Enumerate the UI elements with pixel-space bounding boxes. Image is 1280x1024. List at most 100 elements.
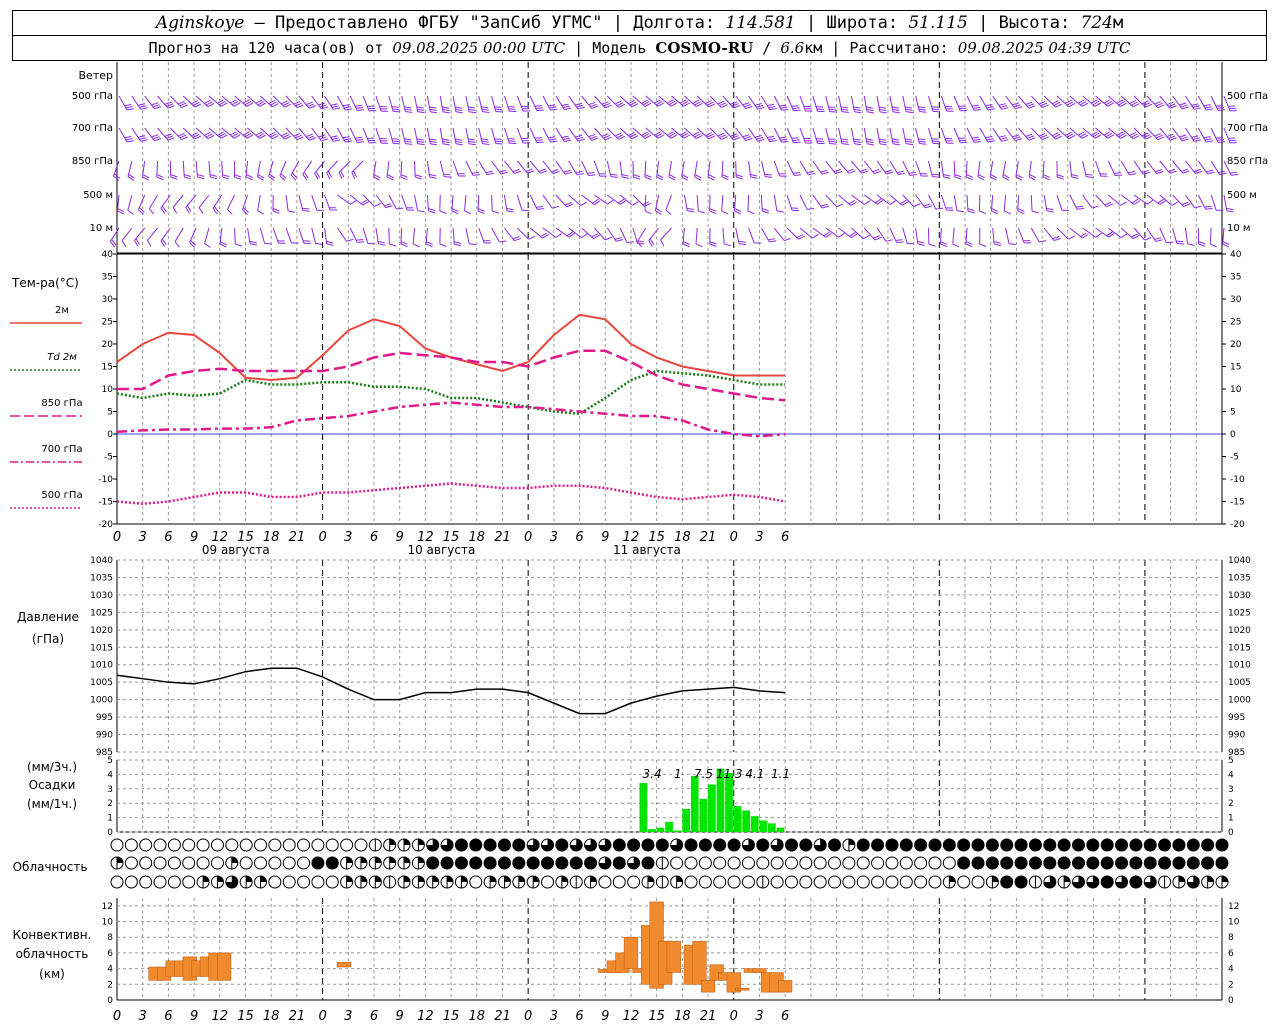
precip-bar xyxy=(673,830,682,832)
wind-barb xyxy=(324,95,341,110)
pressure-ytick-label-right: 1040 xyxy=(1228,556,1251,566)
wind-barb xyxy=(208,95,228,107)
cloud-cover-symbol xyxy=(684,838,698,852)
wind-barb xyxy=(648,227,660,247)
wind-barb xyxy=(337,194,357,205)
cloud-cover-symbol xyxy=(727,875,741,889)
cloud-cover-symbol xyxy=(985,856,999,870)
wind-barb xyxy=(1056,160,1064,180)
temp-series-line xyxy=(116,401,786,438)
wind-barb xyxy=(825,227,845,238)
wind-barb xyxy=(464,194,472,215)
wind-barb xyxy=(451,194,459,215)
precip-bar xyxy=(733,806,742,832)
cloud-cover-symbol xyxy=(1129,856,1143,870)
wind-barb xyxy=(1133,95,1153,108)
wind-barb xyxy=(542,194,560,209)
wind-barb xyxy=(671,127,691,139)
wind-barb xyxy=(439,227,447,248)
cloud-cover-symbol xyxy=(971,838,985,852)
wind-barb xyxy=(372,160,381,181)
wind-barb xyxy=(414,194,425,213)
temp-ytick-label: -5 xyxy=(104,453,113,463)
cloud-cover-symbol xyxy=(957,856,971,870)
wind-barb xyxy=(671,95,691,107)
wind-barb xyxy=(1082,227,1102,238)
wind-barb xyxy=(927,227,936,247)
cloud-cover-symbol xyxy=(942,838,956,852)
wind-barb xyxy=(940,194,954,211)
wind-barb xyxy=(850,95,862,114)
wind-barb xyxy=(684,95,703,108)
wind-barb xyxy=(1120,95,1140,108)
wind-barb xyxy=(516,227,536,240)
cloud-cover-symbol xyxy=(1028,838,1042,852)
wind-barb xyxy=(324,194,338,211)
wind-barb xyxy=(1222,227,1230,248)
temp-xtick-label: 6 xyxy=(575,530,583,545)
wind-barb xyxy=(146,227,158,247)
cloud-cover-symbol xyxy=(942,875,956,889)
cloud-cover-symbol xyxy=(153,856,167,870)
precip-bar xyxy=(648,829,656,832)
cloud-cover-symbol xyxy=(454,838,468,852)
wind-barb xyxy=(1082,95,1102,107)
wind-barb xyxy=(1223,194,1234,213)
cloud-cover-symbol xyxy=(1215,875,1229,889)
wind-barb xyxy=(1133,194,1154,205)
wind-barb xyxy=(990,194,999,215)
temp-xtick-label: 12 xyxy=(623,530,640,545)
temp-xtick-label: 9 xyxy=(396,530,404,545)
wind-barb xyxy=(965,160,974,181)
precip-bar xyxy=(699,798,708,832)
wind-barb xyxy=(760,160,773,178)
wind-barb xyxy=(632,194,651,207)
cloud-cover-symbol xyxy=(871,875,885,889)
cloud-cover-symbol xyxy=(254,875,268,889)
conv-ytick-label: 12 xyxy=(102,902,113,912)
wind-barb xyxy=(568,95,585,110)
wind-barb xyxy=(876,194,897,205)
wind-barb xyxy=(915,95,927,113)
conv-xtick-label: 9 xyxy=(190,1009,198,1024)
precip-ytick-label-right: 5 xyxy=(1228,756,1234,766)
temp-xtick-label: 18 xyxy=(263,530,280,545)
cloud-cover-symbol xyxy=(210,838,224,852)
conv-xtick-label: 6 xyxy=(370,1009,378,1024)
cloud-cover-symbol xyxy=(598,856,612,870)
cloud-cover-symbol xyxy=(1043,838,1057,852)
cloud-cover-symbol xyxy=(383,875,397,889)
cloud-cover-symbol xyxy=(641,875,655,889)
pressure-title: Давление xyxy=(17,610,79,624)
cloud-cover-symbol xyxy=(225,856,239,870)
cloud-cover-symbol xyxy=(512,875,526,889)
cloud-cover-symbol xyxy=(842,856,856,870)
temp-ytick-label: 30 xyxy=(102,295,114,305)
wind-barb xyxy=(349,227,365,243)
temp-xtick-label: 3 xyxy=(755,530,763,545)
temp-xtick-label: 12 xyxy=(417,530,434,545)
wind-barb xyxy=(1108,227,1128,239)
cloud-cover-symbol xyxy=(124,838,138,852)
date-label: 10 августа xyxy=(407,543,475,557)
temp-ytick-label-right: 25 xyxy=(1230,318,1241,328)
cloud-cover-symbol xyxy=(612,856,626,870)
wind-barb xyxy=(966,95,982,111)
cloud-cover-symbol xyxy=(957,838,971,852)
cloud-cover-symbol xyxy=(1158,856,1172,870)
wind-barb xyxy=(1042,160,1050,181)
wind-barb xyxy=(388,127,401,145)
wind-barb xyxy=(375,194,393,209)
wind-barb xyxy=(722,227,732,247)
wind-barb xyxy=(268,160,276,181)
temp-ytick-label: 15 xyxy=(102,363,113,373)
cloud-cover-symbol xyxy=(1172,856,1186,870)
cloud-cover-symbol xyxy=(885,856,899,870)
wind-barb xyxy=(940,127,954,144)
temp-ytick-label-right: 10 xyxy=(1230,385,1242,395)
precip-total-label: 7.5 xyxy=(694,767,713,781)
wind-barb xyxy=(786,194,799,212)
wind-barb xyxy=(1043,194,1054,213)
wind-barb xyxy=(645,127,665,139)
wind-barb xyxy=(272,95,292,108)
